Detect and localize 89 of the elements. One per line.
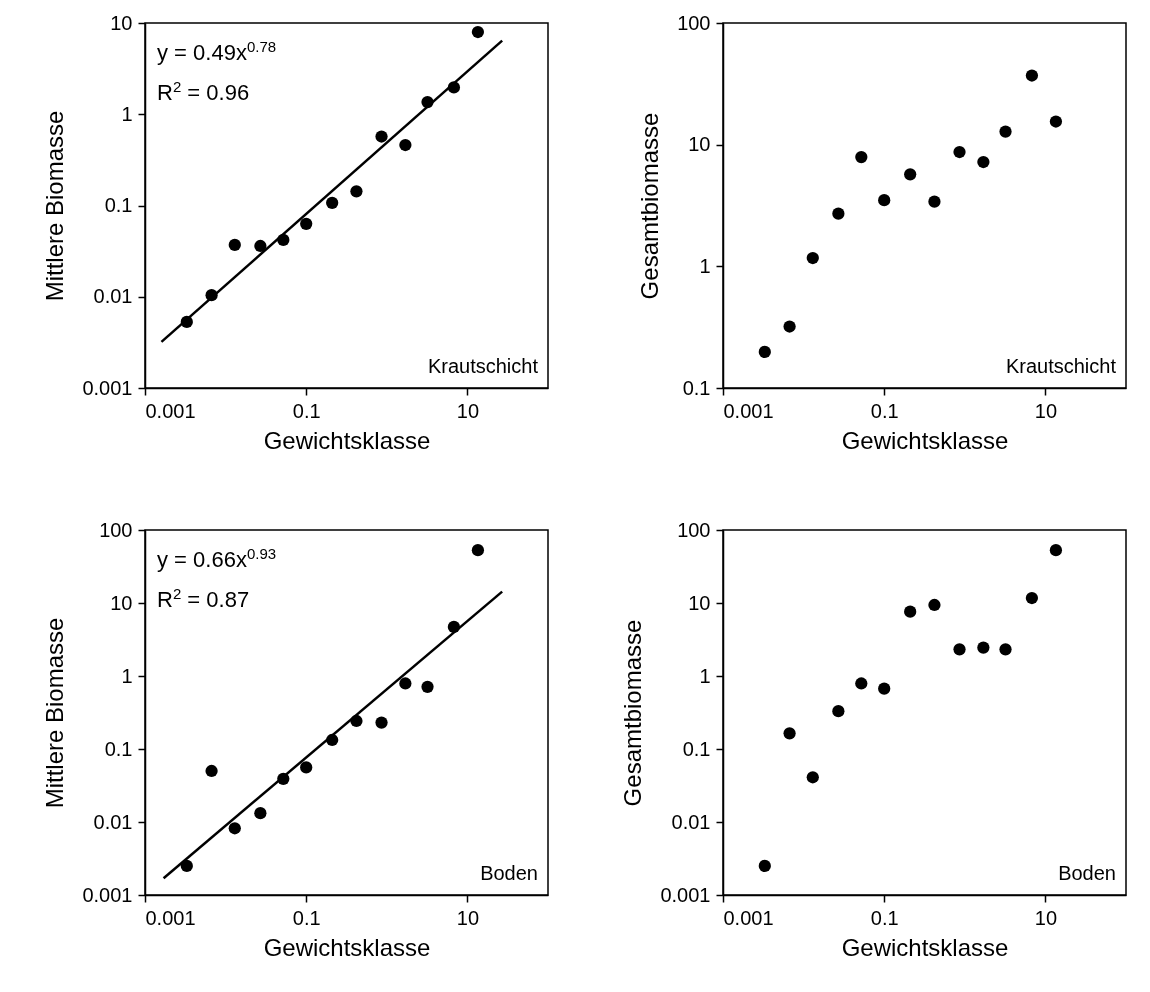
point [1049, 115, 1063, 128]
point [832, 705, 845, 718]
point [878, 682, 891, 695]
point [1025, 69, 1039, 82]
y-tick-label: 0.01 [93, 285, 133, 308]
point [953, 145, 966, 159]
point [806, 771, 819, 784]
point [180, 859, 193, 873]
point [832, 207, 845, 220]
annotation: R$^{2}$ = 0.96 [157, 78, 250, 106]
x-tick-label: 10 [456, 906, 480, 929]
x-tick-label: 0.001 [145, 399, 196, 422]
y-tick-label: 1 [699, 664, 711, 687]
y-tick-label: 0.1 [104, 737, 133, 760]
y-axis-title: Mittlere Biomasse [41, 110, 69, 302]
point [375, 130, 388, 143]
x-tick-label: 0.1 [292, 399, 321, 422]
y-tick-label: 0.1 [104, 194, 133, 216]
y-tick-label: 1 [699, 254, 711, 277]
point [375, 716, 388, 729]
x-axis-title: Gewichtsklasse [841, 426, 1009, 454]
point [471, 25, 485, 39]
annotation: Boden [1058, 862, 1116, 884]
annotation: y = 0.66x$^{0.93}$ [157, 545, 277, 573]
x-tick-label: 0.1 [870, 399, 899, 422]
y-tick-label: 100 [677, 518, 711, 541]
x-tick-label: 0.001 [723, 906, 774, 929]
x-tick-label: 0.1 [292, 906, 321, 929]
point [254, 807, 267, 820]
y-tick-label: 0.001 [660, 883, 711, 906]
point [878, 194, 891, 207]
annotation: R$^{2}$ = 0.87 [157, 585, 250, 613]
point [758, 859, 771, 873]
y-tick-label: 10 [110, 11, 133, 34]
y-tick-label: 1 [121, 102, 133, 125]
point [326, 196, 339, 209]
annotation: Krautschicht [1005, 355, 1116, 377]
annotation: Boden [480, 862, 538, 884]
x-tick-label: 10 [1034, 906, 1058, 929]
point [300, 217, 313, 230]
x-axis-title: Gewichtsklasse [263, 933, 431, 961]
x-tick-label: 10 [1034, 399, 1058, 422]
point [350, 185, 363, 198]
point [928, 195, 941, 208]
point [904, 605, 917, 618]
y-tick-label: 100 [99, 518, 133, 541]
y-tick-label: 1 [121, 664, 133, 687]
point [758, 345, 771, 359]
x-axis-title: Gewichtsklasse [263, 426, 431, 454]
point [928, 598, 941, 612]
y-tick-label: 0.001 [82, 883, 133, 906]
y-tick-label: 0.1 [682, 376, 711, 399]
point [399, 138, 412, 152]
point [300, 761, 313, 774]
point [228, 238, 241, 252]
point [783, 320, 796, 333]
y-axis-title: Gesamtbiomasse [636, 112, 664, 300]
y-tick-label: 0.01 [93, 810, 133, 833]
point [1049, 544, 1063, 557]
point [977, 641, 990, 654]
y-tick-label: 0.01 [671, 810, 711, 833]
point [471, 544, 485, 557]
point [228, 822, 241, 835]
y-axis-title: Gesamtbiomasse [619, 619, 647, 807]
x-tick-label: 0.001 [723, 399, 774, 422]
y-tick-label: 10 [688, 133, 711, 156]
y-tick-label: 0.001 [82, 376, 133, 399]
annotation: y = 0.49x$^{0.78}$ [157, 38, 277, 66]
point [399, 677, 412, 690]
x-tick-label: 0.001 [145, 906, 196, 929]
point [977, 155, 990, 169]
point [855, 151, 868, 164]
y-tick-label: 10 [688, 591, 711, 614]
y-tick-label: 100 [677, 11, 711, 34]
y-tick-label: 0.1 [682, 737, 711, 760]
point [953, 643, 966, 656]
point [904, 168, 917, 181]
y-axis-title: Mittlere Biomasse [41, 617, 69, 809]
x-tick-label: 0.1 [870, 906, 899, 929]
annotation: Krautschicht [427, 355, 538, 377]
point [783, 727, 796, 740]
point [806, 251, 819, 265]
point [254, 239, 267, 253]
point [855, 677, 868, 690]
y-tick-label: 10 [110, 591, 133, 614]
x-tick-label: 10 [456, 399, 480, 422]
x-axis-title: Gewichtsklasse [841, 933, 1009, 961]
point [1025, 591, 1039, 605]
point [205, 764, 218, 778]
